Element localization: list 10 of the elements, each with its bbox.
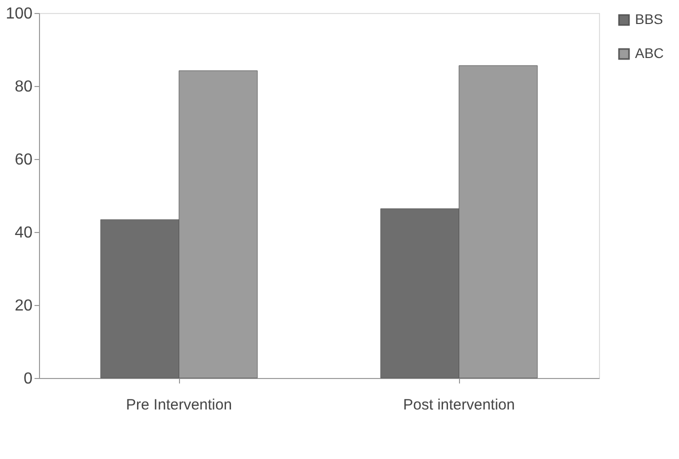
y-tick-label: 80 <box>14 78 33 96</box>
y-tick-label: 60 <box>14 152 33 168</box>
legend-label: ABC <box>635 45 664 61</box>
y-tick-label: 100 <box>6 6 33 22</box>
y-tick-label: 20 <box>14 298 33 314</box>
legend-label: BBS <box>635 11 664 27</box>
y-tick-label: 40 <box>14 224 33 242</box>
x-tick-label: Post intervention <box>403 396 515 414</box>
y-tick-label: 0 <box>24 370 33 388</box>
x-tick-label: Pre Intervention <box>126 396 232 414</box>
